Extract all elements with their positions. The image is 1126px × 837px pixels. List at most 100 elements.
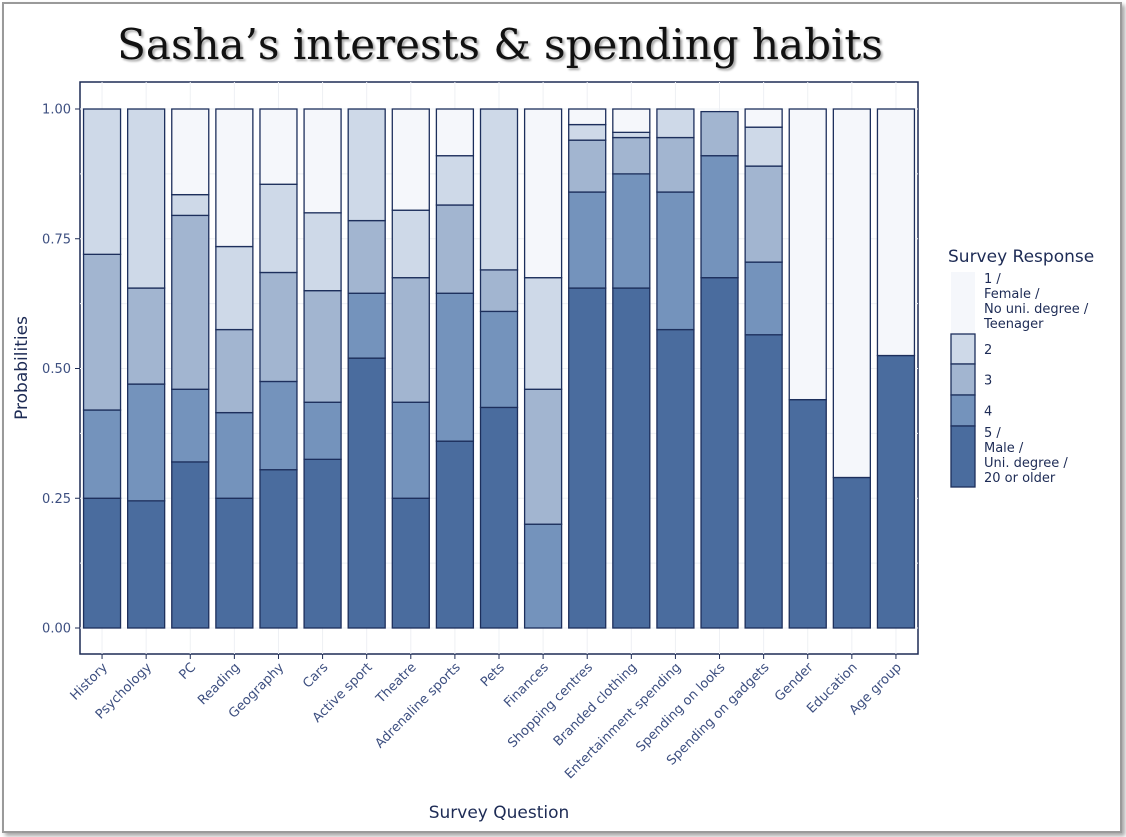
bar-segment-entertainment-spending-3	[656, 108, 695, 139]
bar-segment-active-sport-1	[347, 292, 386, 359]
bar-segment-spending-on-looks-2	[700, 110, 739, 157]
bar-segment-spending-on-gadgets-2	[744, 165, 783, 263]
x-tick-label: History	[68, 660, 112, 704]
legend: Survey Response 1 /Female /No uni. degre…	[948, 247, 1094, 488]
bar-segment-age-group-0	[876, 354, 916, 629]
bar-segment-education-0	[832, 476, 871, 629]
bar-segment-active-sport-0	[347, 357, 386, 629]
legend-swatch-4	[951, 272, 975, 334]
bar-segment-pets-3	[479, 108, 519, 271]
bar-segment-theatre-2	[391, 277, 430, 403]
bar-segment-cars-2	[303, 289, 342, 403]
bar-segment-active-sport-2	[347, 219, 386, 294]
legend-label: 2	[984, 343, 992, 358]
y-tick-label: 1.00	[42, 103, 71, 118]
bar-segment-active-sport-3	[347, 108, 386, 222]
legend-label: 5 /	[984, 426, 1001, 441]
bar-segment-psychology-2	[127, 287, 166, 385]
legend-label: Teenager	[983, 317, 1044, 332]
bar-segment-adrenaline-sports-4	[435, 108, 475, 157]
bar-segment-theatre-4	[391, 108, 430, 211]
bar-segment-geography-4	[259, 108, 298, 185]
bar-segment-spending-on-gadgets-1	[744, 261, 783, 336]
bar-segment-cars-4	[303, 108, 342, 214]
legend-label: Uni. degree /	[984, 456, 1068, 471]
bar-segment-pets-1	[479, 310, 519, 409]
bar-segment-shopping-centres-1	[568, 191, 607, 289]
bar-segment-finances-4	[523, 108, 563, 279]
bar-segment-shopping-centres-2	[568, 139, 607, 193]
bar-segment-pc-0	[171, 461, 210, 629]
bar-segment-entertainment-spending-2	[656, 136, 695, 193]
bar-segment-pets-0	[479, 406, 519, 629]
bar-segment-theatre-0	[391, 497, 430, 629]
bar-segment-pc-3	[171, 193, 210, 217]
legend-label: No uni. degree /	[984, 302, 1089, 317]
bar-segment-reading-2	[215, 328, 254, 414]
bar-segment-spending-on-gadgets-3	[744, 126, 783, 167]
bar-segment-shopping-centres-0	[568, 287, 607, 629]
bar-segment-entertainment-spending-1	[656, 191, 695, 331]
bar-segment-history-3	[82, 108, 122, 255]
y-tick-label: 0.50	[42, 362, 71, 377]
y-tick-label: 0.00	[42, 622, 71, 637]
bar-segment-branded-clothing-3	[612, 131, 651, 139]
bar-segment-gender-4	[788, 108, 827, 401]
bar-segment-cars-3	[303, 212, 342, 292]
x-tick-label: Branded clothing	[551, 660, 640, 749]
bar-segment-spending-on-gadgets-4	[744, 108, 783, 128]
bar-segment-shopping-centres-3	[568, 123, 607, 141]
bar-segment-spending-on-looks-0	[700, 277, 739, 629]
legend-label: Male /	[984, 441, 1024, 456]
y-axis-ticks: 0.00 0.25 0.50 0.75 1.00	[42, 103, 80, 637]
y-axis-title: Probabilities	[12, 316, 32, 420]
legend-swatch-0	[950, 425, 976, 488]
bar-segment-spending-on-gadgets-0	[744, 334, 783, 629]
bar-segment-psychology-0	[127, 500, 166, 629]
bar-segment-reading-4	[215, 108, 254, 248]
bar-segment-adrenaline-sports-1	[435, 292, 475, 442]
bar-segment-theatre-3	[391, 209, 430, 279]
bar-segment-pc-1	[171, 388, 210, 463]
chart-title: Sasha’s interests & spending habits	[117, 20, 883, 69]
bar-segment-gender-0	[788, 398, 827, 629]
bar-segment-pets-2	[479, 269, 519, 313]
bars	[82, 108, 916, 629]
bar-segment-history-0	[82, 497, 122, 629]
bar-segment-psychology-1	[127, 383, 166, 502]
legend-label: 1 /	[984, 272, 1001, 287]
bar-segment-spending-on-looks-1	[700, 155, 739, 279]
x-tick-label: Pets	[478, 660, 508, 690]
bar-segment-branded-clothing-2	[612, 136, 651, 175]
bar-segment-branded-clothing-1	[612, 173, 651, 289]
x-tick-label: Adrenaline sports	[373, 660, 464, 751]
legend-swatch-3	[950, 333, 976, 365]
bar-segment-adrenaline-sports-0	[435, 440, 475, 629]
bar-segment-branded-clothing-0	[612, 287, 651, 629]
y-tick-label: 0.75	[42, 232, 71, 247]
bar-segment-finances-1	[523, 523, 563, 629]
bar-segment-geography-1	[259, 380, 298, 471]
bar-segment-finances-2	[523, 388, 563, 525]
legend-title: Survey Response	[948, 247, 1094, 267]
bar-segment-finances-3	[523, 277, 563, 390]
bar-segment-age-group-4	[876, 108, 916, 357]
bar-segment-reading-0	[215, 497, 254, 629]
bar-segment-geography-2	[259, 271, 298, 383]
x-axis-title: Survey Question	[429, 803, 570, 823]
bar-segment-theatre-1	[391, 401, 430, 499]
bar-segment-adrenaline-sports-3	[435, 155, 475, 206]
legend-label: 20 or older	[984, 471, 1056, 486]
bar-segment-history-2	[82, 253, 122, 411]
x-tick-label: Shopping centres	[505, 660, 596, 751]
legend-label: 4	[984, 405, 992, 420]
bar-segment-branded-clothing-4	[612, 108, 651, 134]
bar-segment-psychology-3	[127, 108, 166, 289]
bar-segment-reading-1	[215, 411, 254, 499]
bar-segment-pc-2	[171, 214, 210, 390]
legend-label: 3	[984, 374, 992, 389]
legend-swatch-2	[950, 363, 976, 396]
bar-segment-pc-4	[171, 108, 210, 196]
bar-segment-history-1	[82, 409, 122, 499]
